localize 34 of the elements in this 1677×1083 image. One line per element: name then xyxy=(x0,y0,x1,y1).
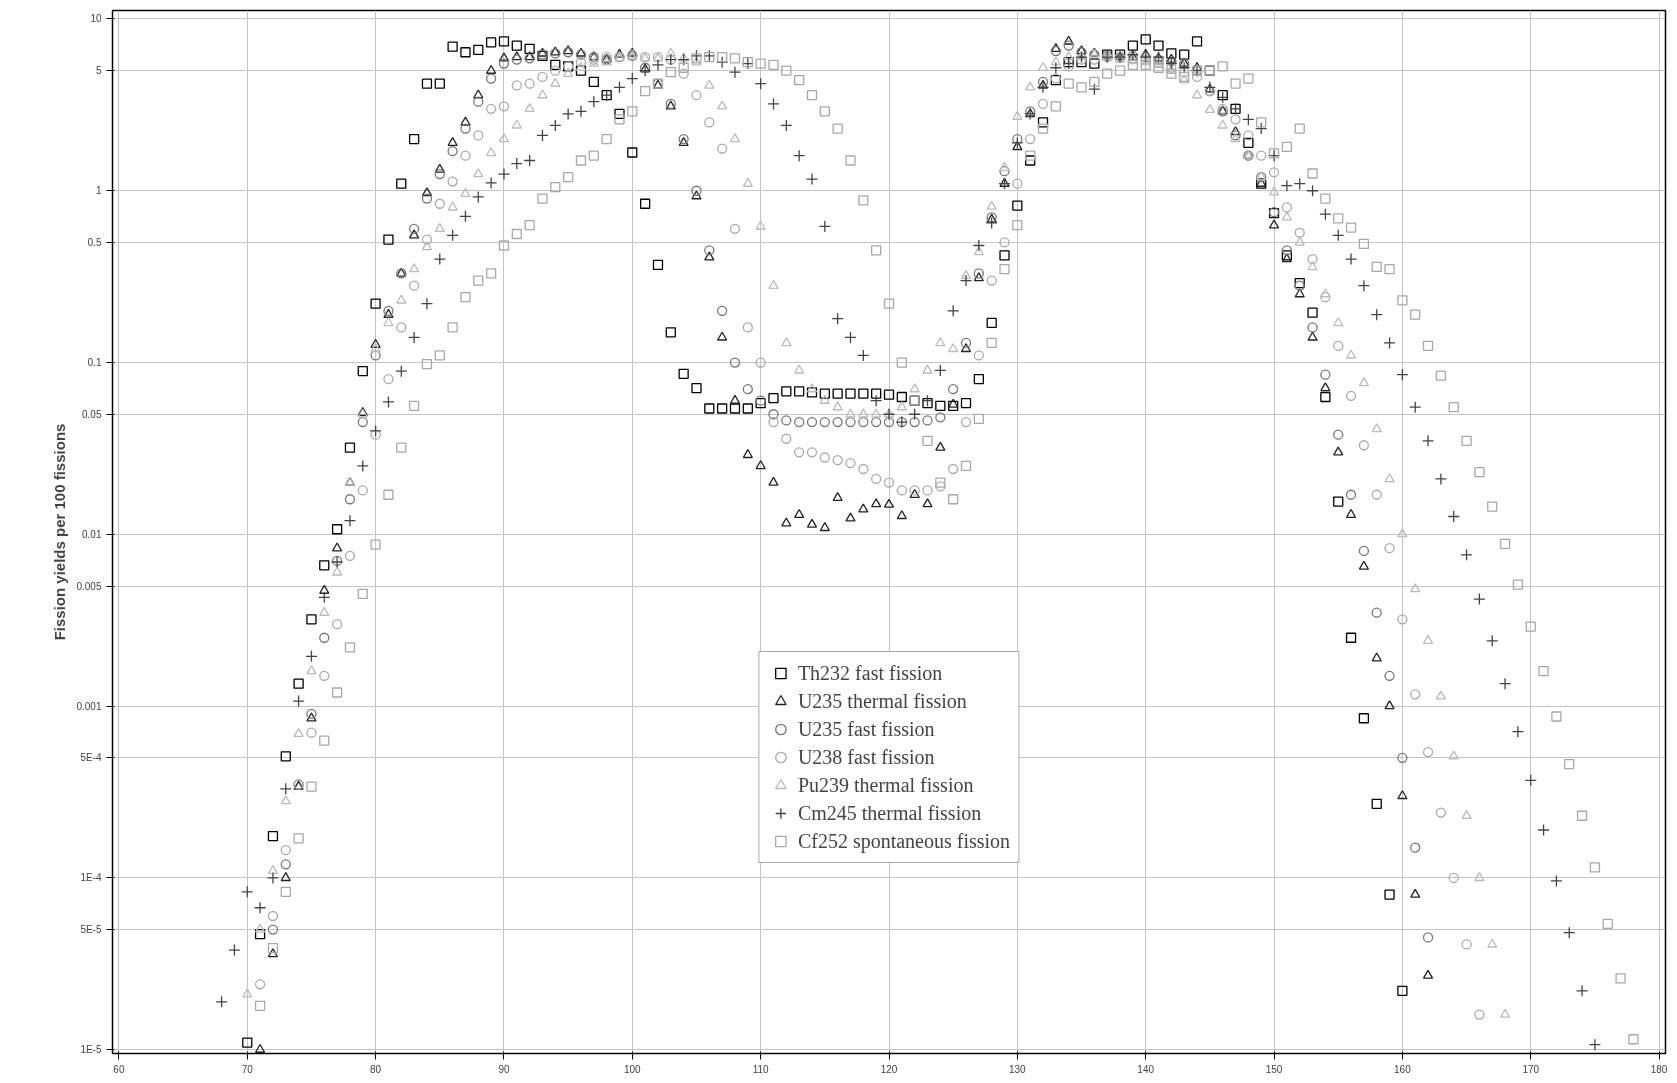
x-tick-label: 130 xyxy=(1009,1063,1027,1075)
legend-label: Th232 fast fission xyxy=(797,661,943,685)
y-tick-label: 0.1 xyxy=(87,357,102,369)
y-tick-label: 5E-5 xyxy=(80,924,102,936)
x-tick-label: 160 xyxy=(1394,1063,1412,1075)
x-tick-label: 60 xyxy=(113,1063,125,1075)
y-tick-label: 0.05 xyxy=(82,408,102,420)
y-tick-label: 5 xyxy=(95,65,102,77)
y-tick-label: 0.5 xyxy=(87,236,102,248)
y-tick-label: 0.01 xyxy=(82,528,102,540)
legend-label: U238 fast fission xyxy=(797,745,935,769)
x-tick-label: 70 xyxy=(241,1063,254,1075)
legend-label: U235 thermal fission xyxy=(797,689,967,713)
y-tick-label: 10 xyxy=(90,13,102,25)
x-tick-label: 140 xyxy=(1137,1063,1155,1075)
legend-label: Pu239 thermal fission xyxy=(797,773,974,797)
y-tick-label: 0.001 xyxy=(76,700,102,712)
y-tick-label: 1 xyxy=(95,185,102,197)
y-tick-label: 0.005 xyxy=(76,580,102,592)
y-tick-label: 1E-4 xyxy=(80,872,102,884)
x-tick-label: 80 xyxy=(370,1063,382,1075)
y-tick-label: 5E-4 xyxy=(80,752,102,764)
legend-label: Cm245 thermal fission xyxy=(797,801,982,825)
x-tick-label: 180 xyxy=(1650,1063,1668,1075)
y-axis-title: Fission yields per 100 fissions xyxy=(51,423,69,641)
x-tick-label: 110 xyxy=(752,1063,770,1075)
x-tick-label: 90 xyxy=(498,1063,510,1075)
y-tick-label: 1E-5 xyxy=(80,1044,102,1056)
x-tick-label: 100 xyxy=(623,1063,642,1075)
x-tick-label: 170 xyxy=(1522,1063,1540,1075)
x-tick-label: 150 xyxy=(1265,1063,1283,1075)
x-tick-label: 120 xyxy=(880,1063,898,1075)
legend-label: U235 fast fission xyxy=(797,717,935,741)
legend-label: Cf252 spontaneous fission xyxy=(797,829,1011,853)
